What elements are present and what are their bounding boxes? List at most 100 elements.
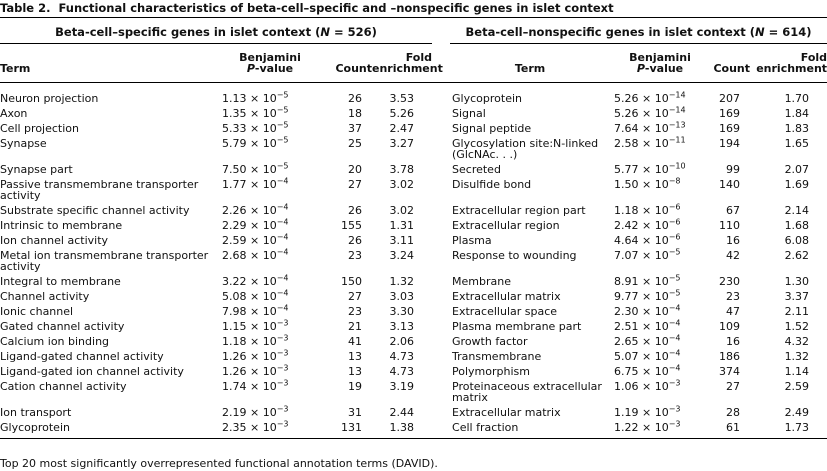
term: Calcium ion binding: [0, 335, 110, 348]
p-value-exponent: −13: [668, 120, 686, 130]
p-value-base: 2.30 × 10: [614, 305, 669, 318]
p-value-exponent: −4: [276, 288, 289, 298]
term: Synapse part: [0, 163, 73, 176]
p-value-base: 1.15 × 10: [222, 320, 277, 333]
p-value-exponent: −11: [668, 135, 686, 145]
p-value-exponent: −4: [668, 363, 681, 373]
p-value-exponent: −5: [276, 120, 289, 130]
col-fold: Fold enrichment: [372, 43, 443, 83]
p-value: 2.68 × 10−4: [218, 248, 322, 274]
term: Cell fraction: [452, 421, 519, 434]
spacer: [432, 83, 450, 107]
term: Proteinaceous extracellular matrix: [452, 380, 602, 404]
p-value: 1.19 × 10−3: [610, 405, 710, 420]
term: Secreted: [452, 163, 501, 176]
term: Channel activity: [0, 290, 90, 303]
term: Glycoprotein: [0, 421, 70, 434]
col-fold-line2: enrichment: [756, 62, 827, 75]
p-value-exponent: −5: [668, 247, 681, 257]
p-value-base: 1.77 × 10: [222, 178, 277, 191]
p-value-base: 1.13 × 10: [222, 92, 277, 105]
table-row: Ligand-gated channel activity 1.26 × 10−3…: [0, 349, 827, 364]
fold-enrichment: 3.53: [389, 92, 415, 105]
p-value-exponent: −4: [668, 303, 681, 313]
p-value: 1.26 × 10−3: [218, 349, 322, 364]
col-pvalue-line1: Benjamini: [239, 51, 301, 64]
term: Disulfide bond: [452, 178, 532, 191]
p-value: 3.22 × 10−4: [218, 274, 322, 289]
term: Glycoprotein: [452, 92, 522, 105]
p-value: 5.26 × 10−14: [610, 83, 710, 107]
spacer: [432, 349, 450, 364]
count: 21: [348, 320, 362, 333]
p-value-base: 2.19 × 10: [222, 406, 277, 419]
p-value-exponent: −3: [276, 318, 289, 328]
fold-enrichment: 1.52: [784, 320, 810, 333]
count: 169: [719, 122, 741, 135]
p-value-base: 1.18 × 10: [222, 335, 277, 348]
p-value-exponent: −4: [276, 232, 289, 242]
spacer: [432, 233, 450, 248]
table-row: Ion transport 2.19 × 10−3 31 2.44 Extracellu…: [0, 405, 827, 420]
p-value-exponent: −8: [668, 176, 681, 186]
count: 374: [719, 365, 741, 378]
term: Ion transport: [0, 406, 72, 419]
group-title-part: = 526): [329, 25, 377, 39]
p-value: 2.35 × 10−3: [218, 420, 322, 439]
p-value: 1.13 × 10−5: [218, 83, 322, 107]
group-title-part: = 614): [764, 25, 812, 39]
p-value-base: 5.79 × 10: [222, 137, 277, 150]
col-pvalue-rest: -value: [254, 62, 294, 75]
spacer: [432, 203, 450, 218]
p-value: 1.18 × 10−6: [610, 203, 710, 218]
fold-enrichment: 1.14: [784, 365, 810, 378]
p-value-base: 4.64 × 10: [614, 234, 669, 247]
col-term: Term: [450, 43, 611, 83]
count: 20: [348, 163, 362, 176]
fold-enrichment: 2.14: [784, 204, 810, 217]
p-value-exponent: −4: [668, 333, 681, 343]
p-value-base: 1.18 × 10: [614, 204, 669, 217]
p-value-base: 1.74 × 10: [222, 380, 277, 393]
fold-enrichment: 3.03: [389, 290, 415, 303]
term: Gated channel activity: [0, 320, 125, 333]
caption-label: Table 2.: [0, 1, 51, 15]
p-value-exponent: −3: [276, 419, 289, 429]
p-value: 1.77 × 10−4: [218, 177, 322, 203]
p-value-exponent: −10: [668, 161, 686, 171]
count: 13: [348, 350, 362, 363]
p-value: 5.26 × 10−14: [610, 106, 710, 121]
table-row: Cell projection 5.33 × 10−5 37 2.47 Signal p…: [0, 121, 827, 136]
count: 99: [726, 163, 741, 176]
group-title-part: Beta-cell–nonspecific genes in islet con…: [465, 25, 756, 39]
table-row: Gated channel activity 1.15 × 10−3 21 3.13 P…: [0, 319, 827, 334]
fold-enrichment: 2.11: [784, 305, 810, 318]
p-value-base: 1.22 × 10: [614, 421, 669, 434]
term: Membrane: [452, 275, 511, 288]
p-value-exponent: −3: [276, 404, 289, 414]
p-value: 1.15 × 10−3: [218, 319, 322, 334]
count: 13: [348, 365, 362, 378]
p-value-exponent: −4: [276, 247, 289, 257]
fold-enrichment: 1.65: [784, 137, 810, 150]
count: 155: [341, 219, 362, 232]
p-value: 1.26 × 10−3: [218, 364, 322, 379]
p-value: 2.26 × 10−4: [218, 203, 322, 218]
spacer: [432, 18, 450, 44]
p-value-base: 6.75 × 10: [614, 365, 669, 378]
count: 26: [348, 234, 362, 247]
p-value-base: 5.08 × 10: [222, 290, 277, 303]
count: 61: [726, 421, 741, 434]
p-value-exponent: −5: [276, 135, 289, 145]
fold-enrichment: 1.68: [784, 219, 810, 232]
table-row: Calcium ion binding 1.18 × 10−3 41 2.06 Grow…: [0, 334, 827, 349]
fold-enrichment: 4.32: [784, 335, 810, 348]
col-pvalue-line1: Benjamini: [629, 51, 691, 64]
fold-enrichment: 1.38: [389, 421, 415, 434]
term: Signal: [452, 107, 486, 120]
p-value: 5.79 × 10−5: [218, 136, 322, 162]
count: 27: [726, 380, 741, 393]
fold-enrichment: 2.62: [784, 249, 810, 262]
p-value: 7.07 × 10−5: [610, 248, 710, 274]
term: Ligand-gated channel activity: [0, 350, 164, 363]
